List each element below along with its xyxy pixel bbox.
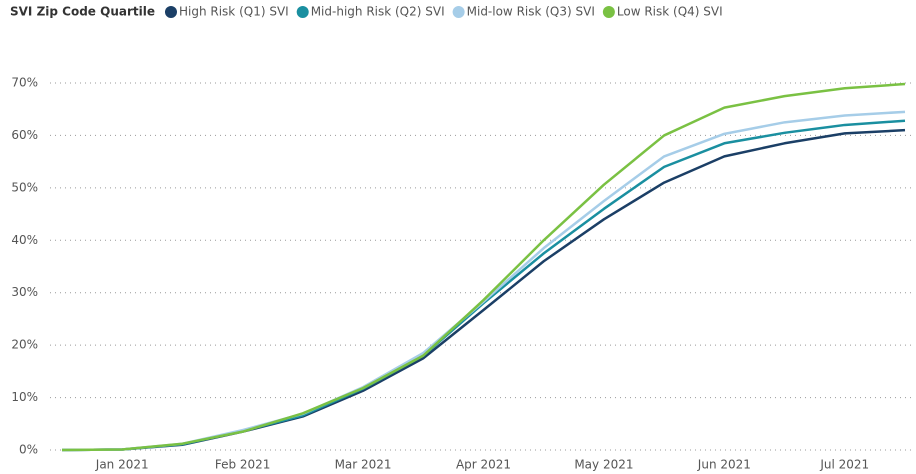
- y-tick-label: 0%: [19, 443, 38, 457]
- x-tick-label: Apr 2021: [456, 458, 511, 472]
- y-tick-label: 70%: [11, 76, 38, 90]
- y-tick-label: 50%: [11, 180, 38, 194]
- y-tick-label: 20%: [11, 338, 38, 352]
- legend-marker: [164, 6, 177, 18]
- legend-marker: [602, 6, 615, 18]
- x-tick-label: Jan 2021: [95, 458, 149, 472]
- series-line: [61, 119, 906, 452]
- series-line: [61, 82, 906, 452]
- legend-label: Low Risk (Q4) SVI: [617, 5, 723, 19]
- y-tick-label: 60%: [11, 128, 38, 142]
- legend-marker: [296, 6, 309, 18]
- y-tick-label: 40%: [11, 233, 38, 247]
- legend-title: SVI Zip Code Quartile: [10, 5, 155, 19]
- x-tick-label: Feb 2021: [215, 458, 271, 472]
- y-tick-label: 30%: [11, 285, 38, 299]
- legend-marker: [452, 6, 465, 18]
- x-tick-label: Jun 2021: [697, 458, 751, 472]
- series-line: [61, 110, 906, 452]
- series-line: [61, 128, 906, 452]
- legend-label: High Risk (Q1) SVI: [179, 5, 289, 19]
- x-tick-label: May 2021: [574, 458, 633, 472]
- x-tick-label: Mar 2021: [335, 458, 392, 472]
- y-tick-label: 10%: [11, 390, 38, 404]
- legend-label: Mid-high Risk (Q2) SVI: [311, 5, 445, 19]
- x-tick-label: Jul 2021: [819, 458, 869, 472]
- legend-label: Mid-low Risk (Q3) SVI: [467, 5, 595, 19]
